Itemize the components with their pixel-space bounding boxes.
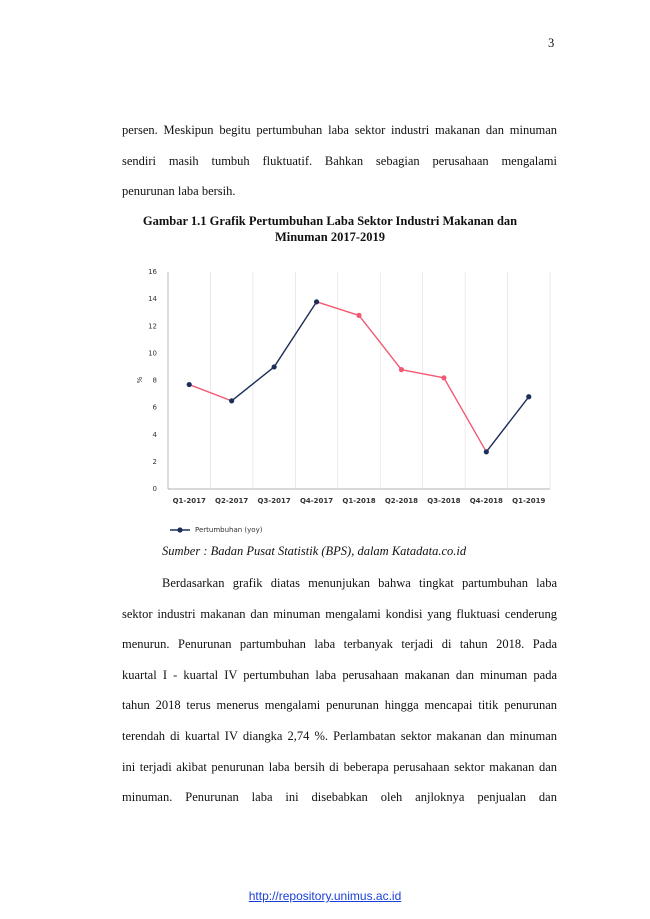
footer-link[interactable]: http://repository.unimus.ac.id — [248, 889, 402, 903]
text-line: sendiri masih tumbuh fluktuatif. Bahkan … — [122, 153, 557, 168]
line-segment — [358, 314, 402, 371]
point — [313, 299, 320, 305]
x-tick-label: Q3-2017 — [258, 497, 291, 505]
point — [271, 364, 277, 370]
text-line: tahun 2018 terus menerus mengalami penur… — [122, 698, 557, 713]
text-line: penurunan laba bersih. — [122, 184, 236, 198]
y-tick-label: 2 — [153, 458, 157, 466]
y-tick-label: 16 — [148, 268, 157, 276]
figure-caption: Minuman 2017-2019 — [274, 230, 386, 244]
text-line: persen. Meskipun begitu pertumbuhan laba… — [122, 123, 557, 137]
line-segment — [443, 377, 487, 453]
x-tick-label: Q4-2017 — [300, 497, 333, 505]
line-segment — [316, 301, 360, 317]
chart: 0 2 4 6 8 10 12 14 16% Q1-2017 Q2-2017 Q3-2017 Q4-20… — [136, 268, 551, 534]
line-segment — [401, 368, 445, 379]
y-axis-label: % — [136, 376, 144, 383]
y-tick-label: 10 — [148, 349, 157, 357]
line-segment — [485, 396, 530, 453]
y-tick-label: 12 — [148, 322, 157, 330]
x-tick-label: Q1-2019 — [512, 497, 545, 505]
line-segment — [188, 383, 232, 402]
x-tick-label: Q3-2018 — [427, 497, 460, 505]
line-segment — [231, 366, 275, 402]
figure-caption: Gambar 1.1 Grafik Pertumbuhan Laba Sekto… — [142, 214, 518, 228]
point — [441, 375, 447, 381]
legend-marker — [177, 527, 183, 533]
x-tick-label: Q2-2018 — [385, 497, 418, 505]
text-line: terendah di kuartal IV diangka 2,74 %. P… — [122, 729, 557, 743]
point — [483, 449, 489, 455]
text-line: menurun. Penurunan partumbuhan laba terb… — [122, 637, 557, 652]
line-segment — [273, 301, 318, 368]
text-line: Berdasarkan grafik diatas menunjukan bah… — [162, 576, 557, 590]
x-tick-label: Q4-2018 — [470, 497, 503, 505]
point — [526, 394, 532, 400]
page-number: 3 — [548, 36, 555, 50]
text-line: kuartal I - kuartal IV pertumbuhan laba … — [122, 667, 557, 682]
point — [398, 367, 405, 373]
point — [356, 312, 362, 318]
point — [229, 398, 235, 404]
y-tick-label: 0 — [153, 485, 157, 493]
y-tick-label: 6 — [153, 404, 158, 412]
y-tick-label: 14 — [148, 295, 157, 303]
x-tick-label: Q1-2017 — [173, 497, 206, 505]
legend-label: Pertumbuhan (yoy) — [195, 526, 263, 534]
x-tick-label: Q2-2017 — [215, 497, 248, 505]
text-line: ini terjadi akibat penurunan laba bersih… — [122, 759, 557, 774]
text-line: sektor industri makanan dan minuman meng… — [122, 606, 557, 621]
y-tick-label: 4 — [153, 431, 158, 439]
figure-source: Sumber : Badan Pusat Statistik (BPS), da… — [162, 544, 467, 558]
text-line: minuman. Penurunan laba ini disebabkan o… — [122, 790, 557, 805]
point — [186, 381, 192, 388]
x-tick-label: Q1-2018 — [342, 497, 375, 505]
y-tick-label: 8 — [153, 377, 157, 385]
